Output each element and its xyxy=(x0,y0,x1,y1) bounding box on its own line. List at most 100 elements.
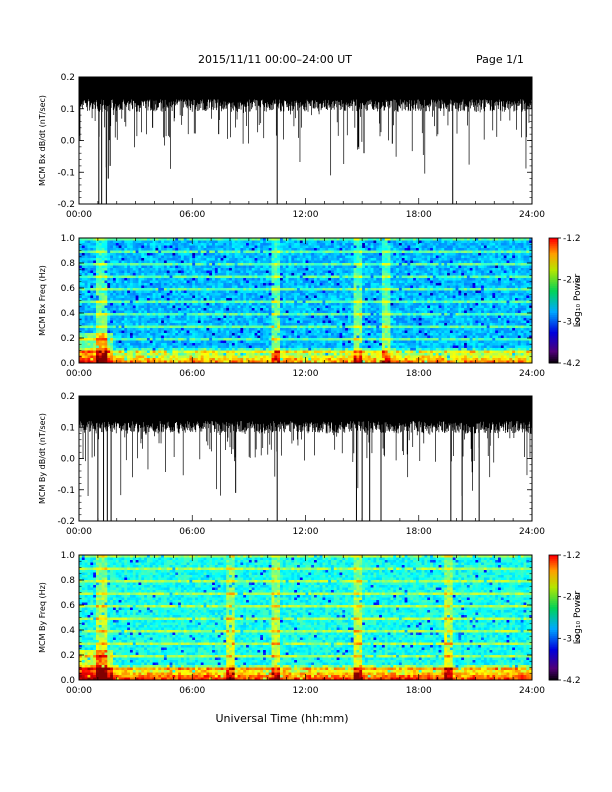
spectrogram-cell xyxy=(98,280,103,284)
spectrogram-cell xyxy=(195,255,199,259)
spectrogram-cell xyxy=(192,293,196,296)
spectrogram-cell xyxy=(231,255,236,259)
spectrogram-cell xyxy=(149,250,154,254)
spectrogram-cell xyxy=(316,293,321,296)
spectrogram-cell xyxy=(189,305,193,309)
spectrogram-cell xyxy=(203,270,207,274)
spectrogram-cell xyxy=(112,245,117,249)
spectrogram-cell xyxy=(277,253,281,256)
spectrogram-cell xyxy=(169,245,173,249)
spectrogram-cell xyxy=(308,330,312,334)
spectrogram-cell xyxy=(336,315,340,319)
spectrogram-cell xyxy=(212,350,216,354)
spectrogram-cell xyxy=(226,258,230,261)
spectrogram-cell xyxy=(161,310,165,314)
spectrogram-cell xyxy=(161,300,165,304)
spectrogram-cell xyxy=(101,295,105,299)
spectrogram-cell xyxy=(95,335,100,339)
spectrogram-cell xyxy=(237,348,241,351)
spectrogram-cell xyxy=(243,255,247,259)
spectrogram-cell xyxy=(246,253,250,256)
spectrogram-cell xyxy=(112,275,117,279)
spectrogram-cell xyxy=(197,248,202,251)
spectrogram-cell xyxy=(246,333,250,336)
spectrogram-cell xyxy=(325,240,329,244)
spectrogram-cell xyxy=(271,290,275,294)
spectrogram-cell xyxy=(84,238,88,241)
spectrogram-cell xyxy=(175,343,179,346)
spectrogram-cell xyxy=(132,278,137,281)
spectrogram-cell xyxy=(175,293,179,296)
spectrogram-cell xyxy=(263,323,267,326)
spectrogram-cell xyxy=(240,360,244,364)
spectrogram-cell xyxy=(135,338,139,341)
spectrogram-cell xyxy=(141,348,145,351)
spectrogram-cell xyxy=(280,328,284,331)
spectrogram-cell xyxy=(313,325,318,329)
spectrogram-cell xyxy=(333,313,338,316)
spectrogram-cell xyxy=(163,265,168,269)
spectrogram-cell xyxy=(234,325,238,329)
spectrogram-cell xyxy=(104,330,108,334)
spectrogram-cell xyxy=(192,355,196,359)
spectrogram-cell xyxy=(339,313,343,316)
spectrogram-cell xyxy=(209,323,213,326)
spectrogram-cell xyxy=(254,358,258,361)
spectrogram-cell xyxy=(229,265,233,269)
spectrogram-cell xyxy=(336,330,340,334)
spectrogram-cell xyxy=(169,260,173,264)
spectrogram-cell xyxy=(257,248,261,251)
spectrogram-cell xyxy=(316,310,321,314)
spectrogram-cell xyxy=(214,278,219,281)
spectrogram-cell xyxy=(163,270,168,274)
spectrogram-cell xyxy=(330,245,335,249)
spectrogram-cell xyxy=(104,318,108,321)
spectrogram-cell xyxy=(257,310,261,314)
spectrogram-cell xyxy=(243,335,247,339)
spectrogram-cell xyxy=(135,358,139,361)
spectrogram-cell xyxy=(223,253,227,256)
spectrogram-cell xyxy=(118,283,122,286)
spectrogram-cell xyxy=(212,330,216,334)
spectrogram-cell xyxy=(260,273,264,276)
spectrogram-cell xyxy=(192,278,196,281)
spectrogram-cell xyxy=(251,325,255,329)
spectrogram-cell xyxy=(291,273,295,276)
spectrogram-cell xyxy=(138,318,142,321)
spectrogram-cell xyxy=(206,270,210,274)
spectrogram-cell xyxy=(161,340,165,344)
spectrogram-cell xyxy=(169,273,173,276)
spectrogram-cell xyxy=(342,255,346,259)
spectrogram-cell xyxy=(220,358,224,361)
spectrogram-cell xyxy=(84,245,88,249)
spectrogram-cell xyxy=(339,360,343,364)
spectrogram-cell xyxy=(197,350,202,354)
spectrogram-cell xyxy=(200,240,204,244)
spectrogram-cell xyxy=(254,260,258,264)
spectrogram-cell xyxy=(313,335,318,339)
spectrogram-cell xyxy=(313,343,318,346)
spectrogram-cell xyxy=(291,348,295,351)
spectrogram-cell xyxy=(265,350,270,354)
spectrogram-cell xyxy=(175,350,179,354)
spectrogram-cell xyxy=(93,270,97,274)
spectrogram-cell xyxy=(339,303,343,306)
spectrogram-cell xyxy=(183,323,187,326)
spectrogram-cell xyxy=(115,240,120,244)
spectrogram-cell xyxy=(79,323,83,326)
spectrogram-cell xyxy=(345,238,349,241)
spectrogram-cell xyxy=(158,285,162,289)
spectrogram-cell xyxy=(280,268,284,271)
spectrogram-cell xyxy=(285,260,289,264)
spectrogram-cell xyxy=(268,343,272,346)
spectrogram-cell xyxy=(124,315,128,319)
spectrogram-cell xyxy=(209,293,213,296)
spectrogram-cell xyxy=(316,253,321,256)
spectrogram-cell xyxy=(342,338,346,341)
spectrogram-cell xyxy=(345,245,349,249)
spectrogram-cell xyxy=(163,268,168,271)
spectrogram-cell xyxy=(90,343,94,346)
spectrogram-cell xyxy=(333,268,338,271)
spectrogram-cell xyxy=(197,333,202,336)
spectrogram-cell xyxy=(220,360,224,364)
